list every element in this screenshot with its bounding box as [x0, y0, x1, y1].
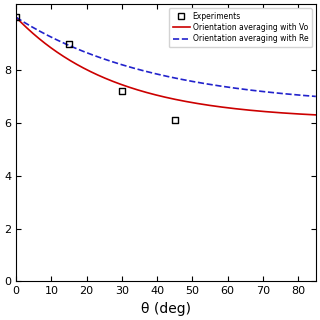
Point	[67, 41, 72, 46]
Point	[13, 15, 19, 20]
Legend: Experiments, Orientation averaging with Vo, Orientation averaging with Re: Experiments, Orientation averaging with …	[169, 8, 312, 47]
Point	[119, 89, 124, 94]
Point	[172, 118, 177, 123]
X-axis label: θ (deg): θ (deg)	[141, 302, 191, 316]
